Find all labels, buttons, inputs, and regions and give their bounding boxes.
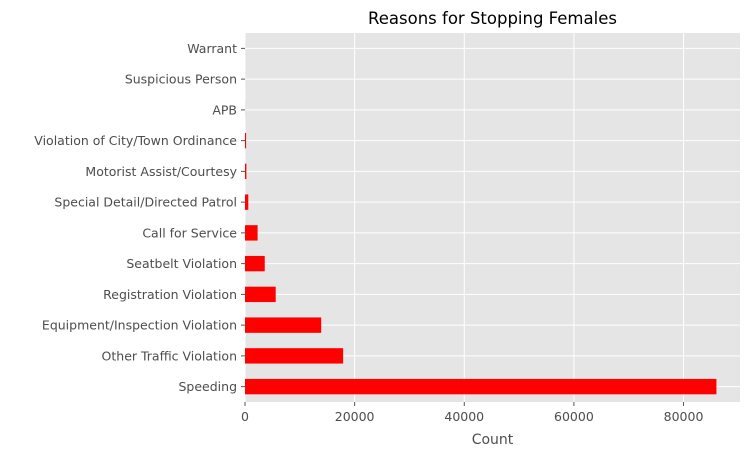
bar: [245, 255, 265, 272]
x-tick-label: 60000: [554, 409, 594, 424]
category-label: Warrant: [187, 41, 237, 56]
plot-background: [245, 33, 740, 402]
bar: [245, 348, 344, 364]
bar: [245, 378, 717, 395]
category-label: Suspicious Person: [125, 72, 237, 87]
bar: [245, 132, 247, 149]
x-axis-title: Count: [472, 432, 514, 448]
bar: [245, 286, 276, 303]
category-label: Other Traffic Violation: [102, 348, 237, 363]
bar: [245, 194, 249, 210]
y-axis-category-labels: Speeding Other Traffic Violation Equipment…: [34, 41, 245, 394]
category-label: Special Detail/Directed Patrol: [54, 195, 237, 210]
category-label: Motorist Assist/Courtesy: [85, 164, 237, 179]
category-label: APB: [212, 102, 237, 117]
x-tick-label: 0: [241, 409, 249, 424]
bar: [245, 163, 247, 180]
category-label: Speeding: [178, 379, 237, 394]
category-label: Equipment/Inspection Violation: [42, 318, 237, 333]
x-tick-label: 40000: [444, 409, 484, 424]
bars: [245, 40, 717, 395]
category-label: Seatbelt Violation: [126, 256, 237, 271]
category-label: Violation of City/Town Ordinance: [34, 133, 237, 148]
bar: [245, 225, 258, 241]
bar: [245, 317, 322, 333]
x-tick-label: 80000: [664, 409, 704, 424]
x-tick-label: 20000: [335, 409, 375, 424]
chart-title: Reasons for Stopping Females: [368, 9, 617, 28]
x-axis-tick-labels: 0 20000 40000 60000 80000: [241, 402, 703, 424]
category-label: Registration Violation: [103, 287, 237, 302]
category-label: Call for Service: [142, 225, 237, 240]
